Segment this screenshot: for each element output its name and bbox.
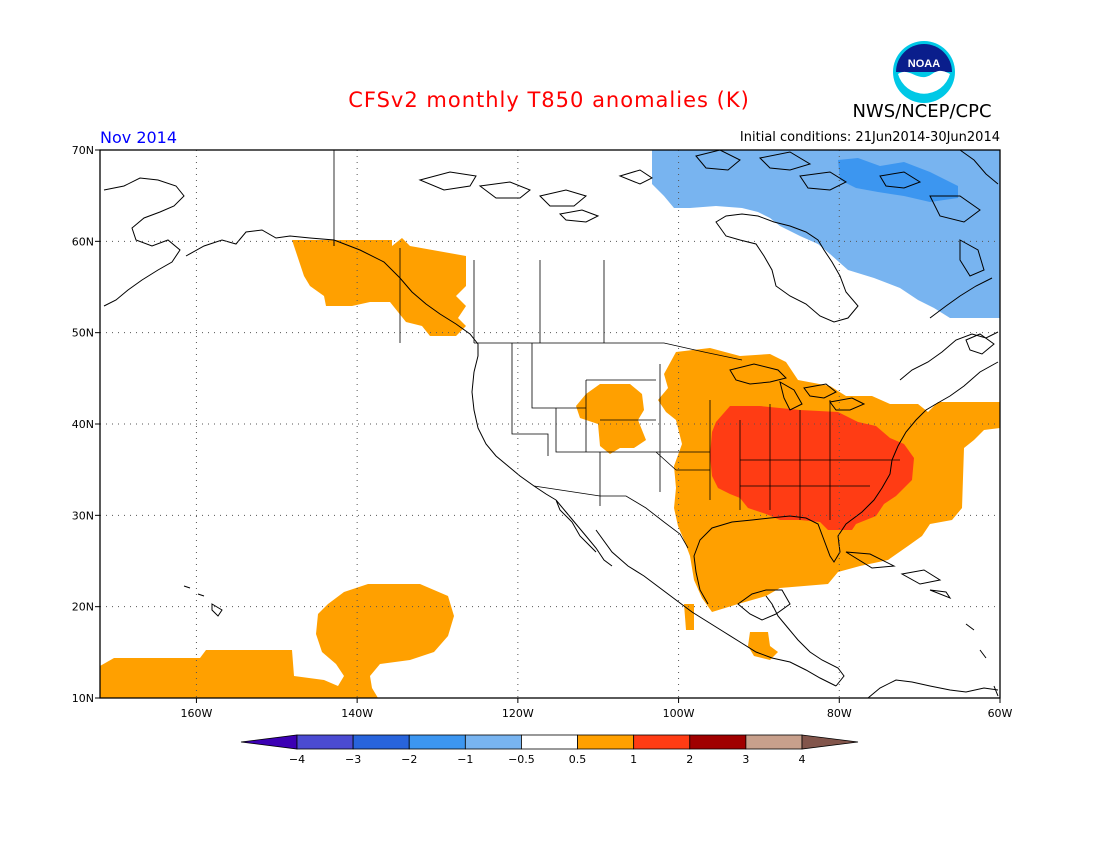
hudson-cool-core	[838, 158, 958, 202]
us-state-lines	[511, 343, 900, 520]
baja-coast	[555, 499, 613, 567]
colorbar-label: −0.5	[508, 753, 535, 766]
great-lakes	[729, 363, 866, 411]
greenland-coast	[959, 149, 999, 185]
mexico-pacific-coast	[595, 529, 837, 687]
logo-gull	[898, 70, 950, 94]
colorbar-swatch	[521, 734, 578, 750]
lon-tick-label: 120W	[502, 707, 534, 720]
caribbean-islands	[845, 551, 999, 697]
colorbar-label: 4	[799, 753, 806, 766]
coastlines	[103, 149, 999, 699]
colorbar-label: −1	[457, 753, 473, 766]
alaska-warm-region	[292, 238, 466, 336]
lon-tick-label: 80W	[827, 707, 852, 720]
agency-label: NWS/NCEP/CPC	[852, 101, 992, 122]
lat-tick-label: 10N	[72, 692, 94, 705]
lon-tick-label: 140W	[341, 707, 373, 720]
colorbar-label: −4	[289, 753, 305, 766]
lon-tick-label: 100W	[663, 707, 695, 720]
colorbar-labels: −4 −3 −2 −1 −0.5 0.5 1 2 3 4	[289, 753, 806, 766]
political-borders	[333, 150, 900, 549]
graticule	[100, 150, 1000, 698]
atlantic-canada-coast	[899, 277, 999, 405]
colorbar-swatch	[352, 734, 410, 750]
newfoundland	[965, 333, 995, 355]
colorbar-swatch	[745, 734, 803, 750]
colorbar-swatch	[633, 734, 691, 750]
lat-tick-label: 50N	[72, 327, 94, 340]
lat-tick-label: 20N	[72, 601, 94, 614]
colorbar-swatch	[296, 734, 354, 750]
colorado-warm-region	[576, 384, 646, 454]
yucatan-coast	[737, 589, 791, 621]
colorbar	[240, 734, 859, 750]
lat-tick-label: 60N	[72, 235, 94, 248]
canada-pacific-coast	[333, 239, 479, 373]
colorbar-swatch	[408, 734, 466, 750]
colorbar-swatch	[577, 734, 635, 750]
colorbar-label: −3	[345, 753, 361, 766]
south-america-coast	[867, 679, 999, 699]
alaska-coast	[103, 177, 335, 307]
us-mexico-border	[533, 485, 689, 549]
valid-month-label: Nov 2014	[100, 128, 178, 147]
colorbar-swatch	[689, 734, 747, 750]
colorbar-high-arrow	[801, 734, 859, 750]
latitude-labels: 10N 20N 30N 40N 50N 60N 70N	[72, 144, 94, 705]
lon-tick-label: 160W	[180, 707, 212, 720]
lat-tick-label: 30N	[72, 509, 94, 522]
us-west-coast	[471, 371, 557, 501]
hawaii-islands	[183, 585, 223, 617]
colorbar-label: −2	[401, 753, 417, 766]
initial-conditions-label: Initial conditions: 21Jun2014-30Jun2014	[739, 130, 1000, 145]
arctic-islands	[418, 149, 985, 277]
logo-text: NOAA	[908, 58, 940, 70]
noaa-logo: NOAA	[893, 41, 955, 103]
hudson-bay-coast	[715, 213, 859, 323]
lat-tick-label: 70N	[72, 144, 94, 157]
hudson-labrador-cool-region	[652, 150, 1000, 318]
colorbar-label: 2	[686, 753, 693, 766]
southeast-us-warm-core	[710, 406, 914, 530]
mexico-warm-speck	[684, 604, 694, 630]
lat-tick-label: 40N	[72, 418, 94, 431]
subtropical-pacific-warm-region	[100, 584, 454, 698]
colorbar-label: 1	[630, 753, 637, 766]
gulf-coast	[693, 403, 937, 687]
colorbar-swatch	[464, 734, 522, 750]
chart-title: CFSv2 monthly T850 anomalies (K)	[348, 88, 750, 112]
colorbar-low-arrow	[240, 734, 298, 750]
colorbar-label: 3	[742, 753, 749, 766]
longitude-labels: 160W 140W 120W 100W 80W 60W	[180, 707, 1012, 720]
canada-province-lines	[399, 248, 605, 343]
colorbar-label: 0.5	[569, 753, 587, 766]
central-america-warm-speck	[748, 632, 778, 660]
logo-sky	[896, 44, 952, 72]
axis-ticks	[95, 149, 1001, 703]
us-canada-border	[333, 150, 743, 361]
lon-tick-label: 60W	[988, 707, 1013, 720]
